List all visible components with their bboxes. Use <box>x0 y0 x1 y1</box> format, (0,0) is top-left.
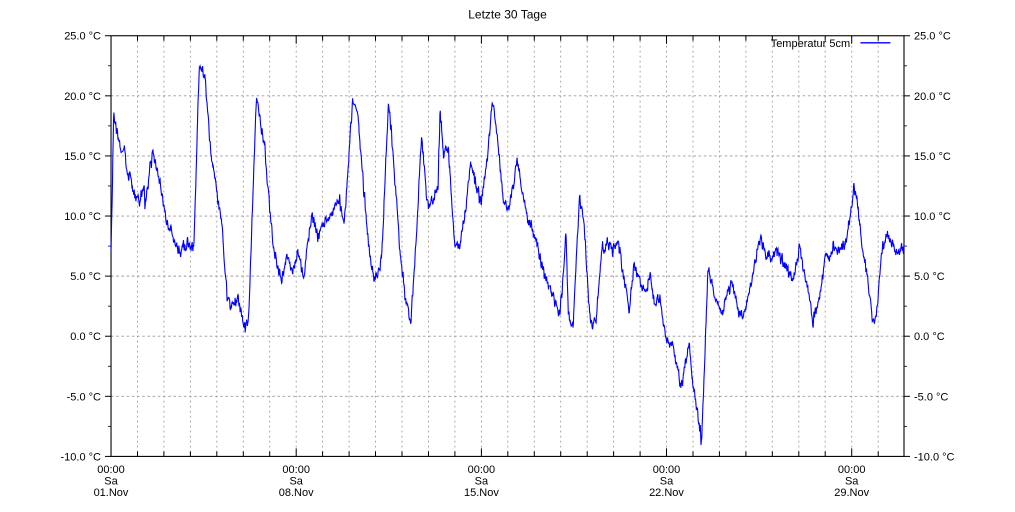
svg-text:0.0 °C: 0.0 °C <box>70 331 101 343</box>
svg-text:-5.0 °C: -5.0 °C <box>67 391 101 403</box>
svg-text:5.0 °C: 5.0 °C <box>70 271 101 283</box>
svg-text:08.Nov: 08.Nov <box>279 487 314 499</box>
svg-text:25.0 °C: 25.0 °C <box>914 31 951 43</box>
svg-text:-5.0 °C: -5.0 °C <box>914 391 948 403</box>
svg-text:Sa: Sa <box>845 475 859 487</box>
svg-text:25.0 °C: 25.0 °C <box>64 31 101 43</box>
svg-text:22.Nov: 22.Nov <box>649 487 684 499</box>
svg-text:Temperatur 5cm: Temperatur 5cm <box>771 38 850 50</box>
svg-text:-10.0 °C: -10.0 °C <box>914 451 955 463</box>
svg-text:Letzte 30 Tage: Letzte 30 Tage <box>468 8 547 22</box>
svg-text:20.0 °C: 20.0 °C <box>64 91 101 103</box>
svg-text:15.0 °C: 15.0 °C <box>914 151 951 163</box>
svg-text:10.0 °C: 10.0 °C <box>914 211 951 223</box>
svg-text:10.0 °C: 10.0 °C <box>64 211 101 223</box>
svg-text:Sa: Sa <box>104 475 118 487</box>
svg-text:01.Nov: 01.Nov <box>94 487 129 499</box>
svg-text:Sa: Sa <box>660 475 674 487</box>
svg-text:15.0 °C: 15.0 °C <box>64 151 101 163</box>
svg-text:29.Nov: 29.Nov <box>834 487 869 499</box>
svg-text:0.0 °C: 0.0 °C <box>914 331 945 343</box>
svg-text:-10.0 °C: -10.0 °C <box>61 451 102 463</box>
svg-text:20.0 °C: 20.0 °C <box>914 91 951 103</box>
svg-text:Sa: Sa <box>475 475 489 487</box>
svg-text:15.Nov: 15.Nov <box>464 487 499 499</box>
svg-text:5.0 °C: 5.0 °C <box>914 271 945 283</box>
svg-text:Sa: Sa <box>289 475 303 487</box>
